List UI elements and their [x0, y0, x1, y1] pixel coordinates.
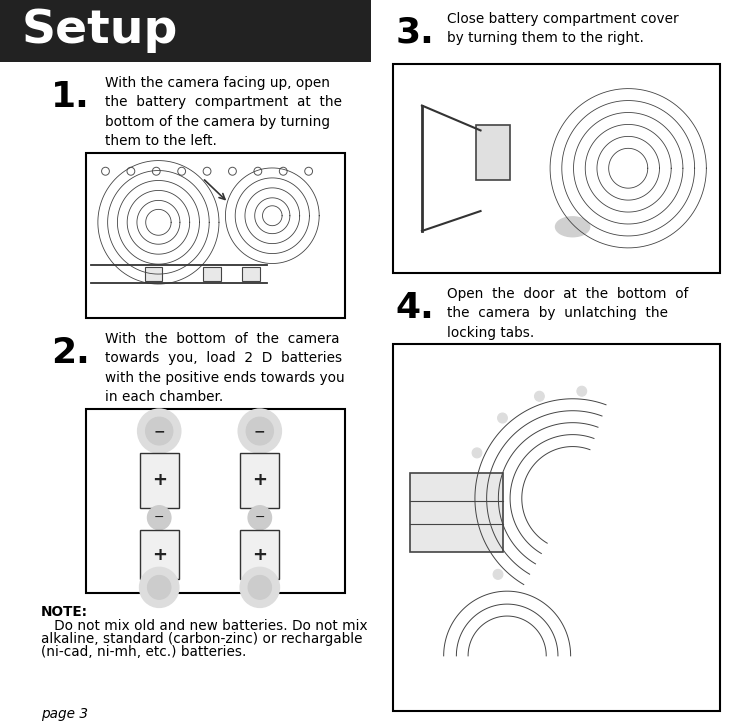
- Circle shape: [462, 490, 472, 500]
- Text: alkaline, standard (carbon-zinc) or rechargable: alkaline, standard (carbon-zinc) or rech…: [41, 632, 362, 647]
- Text: Setup: Setup: [22, 9, 178, 54]
- Text: −: −: [255, 511, 265, 524]
- Bar: [241, 530, 279, 579]
- Text: 2.: 2.: [51, 335, 90, 369]
- Text: With the camera facing up, open
the  battery  compartment  at  the
bottom of the: With the camera facing up, open the batt…: [105, 76, 342, 148]
- Text: With  the  bottom  of  the  camera
towards  you,  load  2  D  batteries
with the: With the bottom of the camera towards yo…: [105, 332, 345, 404]
- Circle shape: [147, 576, 171, 599]
- Bar: [203, 267, 220, 281]
- Bar: [393, 64, 720, 273]
- Bar: [241, 453, 279, 508]
- Circle shape: [137, 409, 181, 453]
- Circle shape: [493, 569, 503, 579]
- Circle shape: [472, 448, 482, 458]
- Circle shape: [238, 409, 282, 453]
- Bar: [86, 153, 345, 318]
- Text: 4.: 4.: [396, 291, 434, 324]
- Text: 3.: 3.: [396, 16, 434, 50]
- Bar: [140, 453, 179, 508]
- Text: +: +: [152, 545, 167, 563]
- Bar: [145, 267, 162, 281]
- Circle shape: [140, 568, 179, 607]
- Bar: [410, 473, 503, 552]
- Text: (ni-cad, ni-mh, etc.) batteries.: (ni-cad, ni-mh, etc.) batteries.: [41, 645, 247, 659]
- Bar: [86, 409, 345, 594]
- Circle shape: [147, 506, 171, 530]
- Text: page 3: page 3: [41, 707, 88, 721]
- Circle shape: [241, 568, 279, 607]
- Circle shape: [577, 386, 586, 396]
- Circle shape: [146, 417, 173, 445]
- Text: 1.: 1.: [51, 80, 90, 114]
- Circle shape: [248, 506, 271, 530]
- Text: −: −: [154, 511, 164, 524]
- Circle shape: [470, 533, 480, 543]
- Text: Open  the  door  at  the  bottom  of
the  camera  by  unlatching  the
locking ta: Open the door at the bottom of the camer…: [447, 287, 689, 340]
- Circle shape: [498, 413, 507, 423]
- Circle shape: [535, 391, 545, 401]
- Text: Close battery compartment cover
by turning them to the right.: Close battery compartment cover by turni…: [447, 12, 679, 46]
- Bar: [0, 0, 371, 62]
- Bar: [242, 267, 260, 281]
- Ellipse shape: [556, 216, 589, 237]
- Bar: [476, 125, 510, 180]
- Text: +: +: [152, 471, 167, 489]
- Bar: [140, 530, 179, 579]
- Text: −: −: [153, 424, 165, 438]
- Circle shape: [248, 576, 271, 599]
- Text: NOTE:: NOTE:: [41, 605, 88, 619]
- Text: +: +: [252, 471, 267, 489]
- Bar: [393, 345, 720, 711]
- Text: Do not mix old and new batteries. Do not mix: Do not mix old and new batteries. Do not…: [41, 619, 368, 634]
- Circle shape: [246, 417, 273, 445]
- Text: −: −: [254, 424, 266, 438]
- Text: +: +: [252, 545, 267, 563]
